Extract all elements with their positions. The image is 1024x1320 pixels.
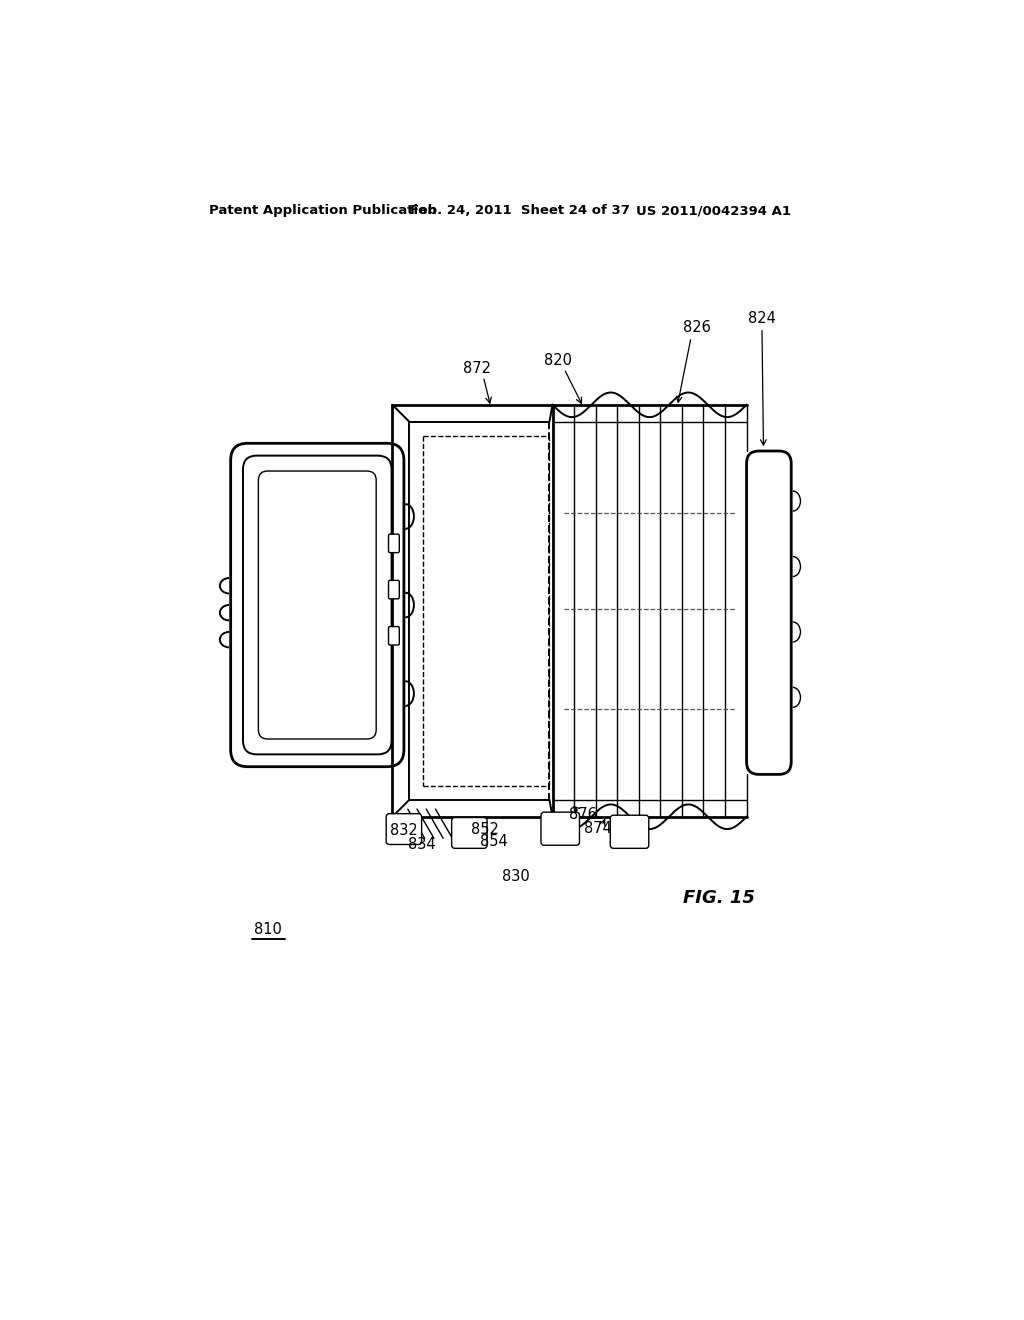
Text: 820: 820 [544,354,572,368]
Text: 834: 834 [408,837,435,851]
Text: 872: 872 [463,362,492,376]
Text: 826: 826 [683,321,711,335]
FancyBboxPatch shape [388,535,399,553]
FancyBboxPatch shape [452,817,487,849]
Text: FIG. 15: FIG. 15 [683,888,756,907]
Text: 810: 810 [254,923,282,937]
Text: Patent Application Publication: Patent Application Publication [209,205,437,218]
FancyBboxPatch shape [388,627,399,645]
FancyBboxPatch shape [746,451,792,775]
Text: 876: 876 [569,807,597,822]
FancyBboxPatch shape [388,581,399,599]
Text: US 2011/0042394 A1: US 2011/0042394 A1 [637,205,792,218]
FancyBboxPatch shape [610,816,649,849]
Text: 874: 874 [584,821,612,836]
FancyBboxPatch shape [541,812,580,845]
Text: Feb. 24, 2011  Sheet 24 of 37: Feb. 24, 2011 Sheet 24 of 37 [410,205,630,218]
Text: 824: 824 [748,312,776,326]
Text: 832: 832 [390,824,418,838]
FancyBboxPatch shape [386,813,422,845]
Text: 830: 830 [502,869,529,883]
Text: 852: 852 [471,821,499,837]
Text: 854: 854 [480,834,508,849]
